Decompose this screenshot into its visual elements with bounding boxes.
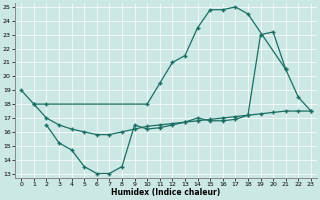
X-axis label: Humidex (Indice chaleur): Humidex (Indice chaleur) [111,188,221,197]
